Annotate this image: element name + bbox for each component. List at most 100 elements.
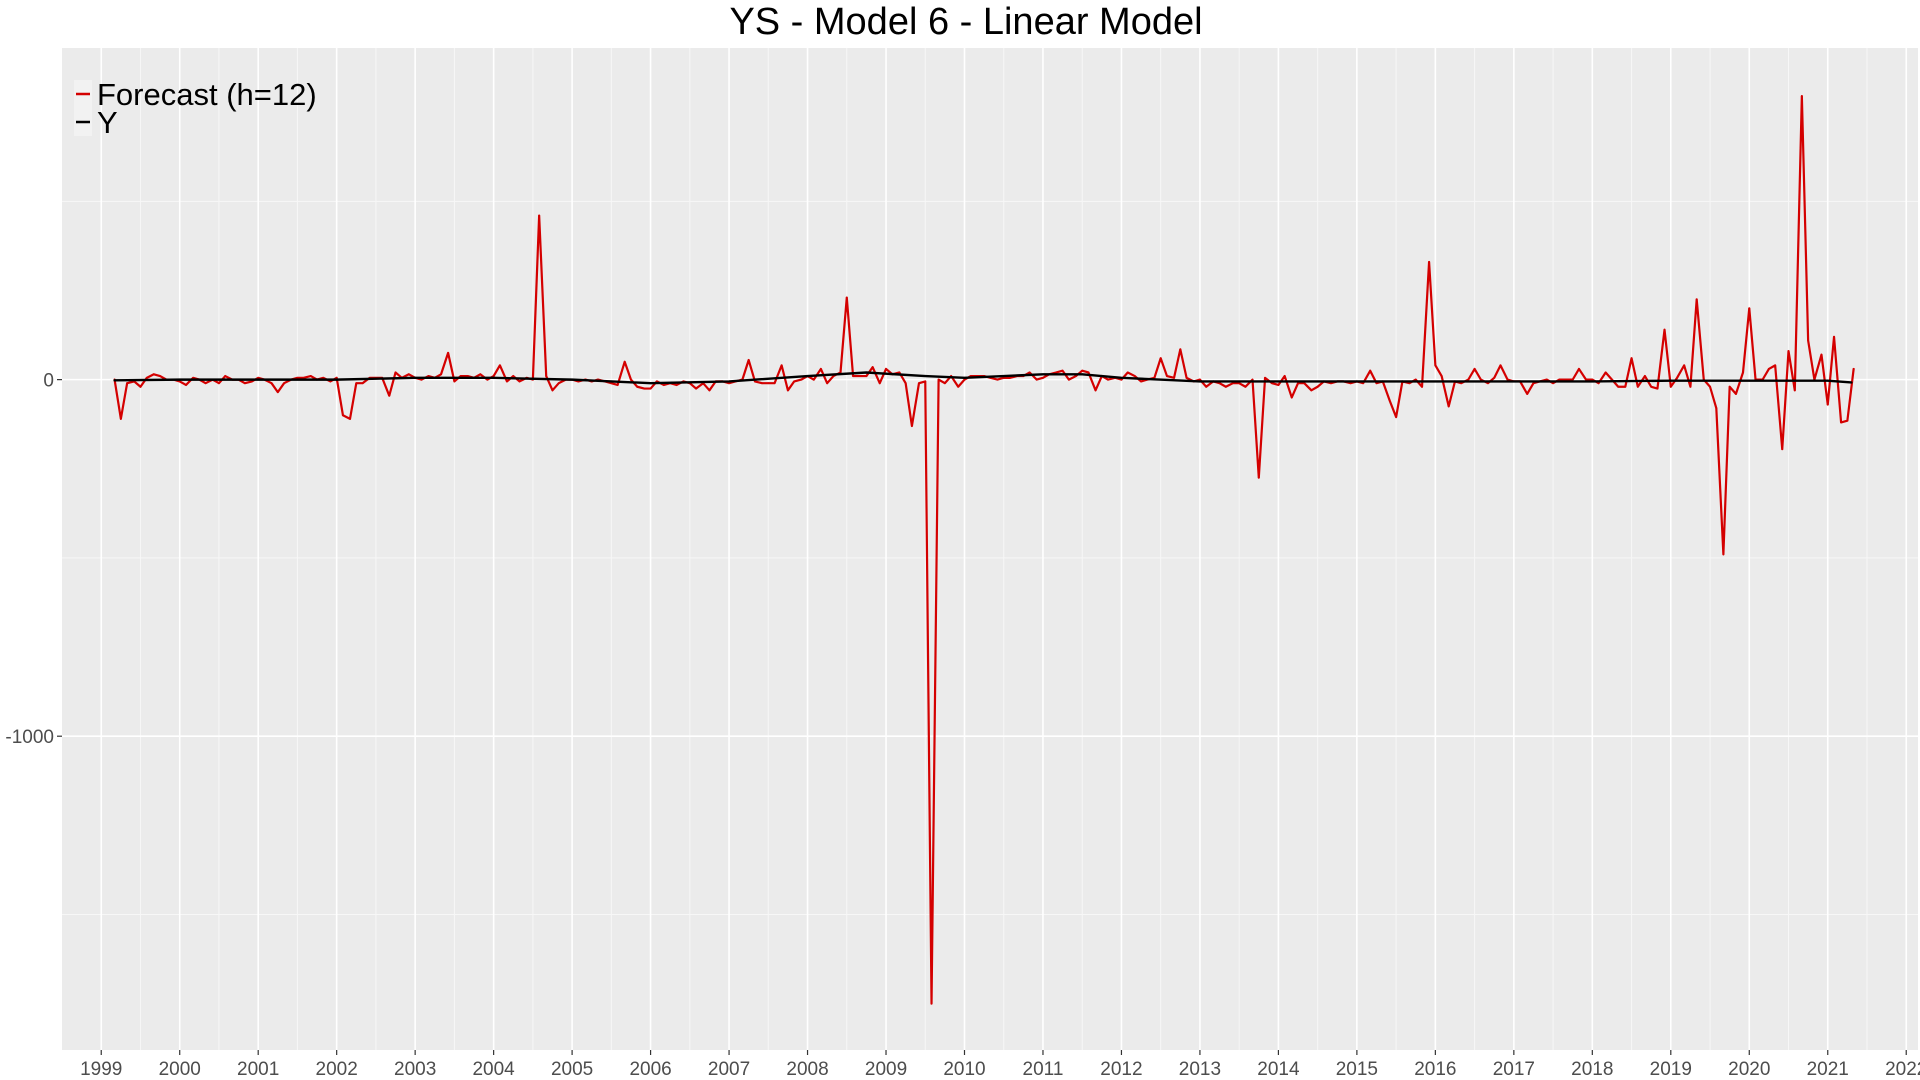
data-point-forecast-h-12 <box>1440 375 1443 377</box>
data-point-forecast-h-12 <box>845 296 848 299</box>
data-point-forecast-h-12 <box>1414 378 1417 381</box>
data-point-forecast-h-12 <box>512 375 515 377</box>
data-point-forecast-h-12 <box>747 359 750 361</box>
data-point-forecast-h-12 <box>996 378 999 381</box>
data-point-forecast-h-12 <box>152 373 155 376</box>
data-point-forecast-h-12 <box>878 382 881 385</box>
data-point-forecast-h-12 <box>551 389 554 392</box>
data-point-forecast-h-12 <box>224 375 227 377</box>
data-point-forecast-h-12 <box>1257 476 1260 479</box>
data-point-forecast-h-12 <box>1709 385 1711 388</box>
data-point-forecast-h-12 <box>407 373 410 376</box>
x-tick-label: 2021 <box>1807 1059 1849 1080</box>
x-tick-label: 2003 <box>394 1059 436 1080</box>
x-tick-label: 2014 <box>1257 1059 1300 1080</box>
data-point-forecast-h-12 <box>361 382 364 385</box>
data-point-forecast-h-12 <box>1479 378 1482 381</box>
data-point-forecast-h-12 <box>335 376 338 379</box>
data-point-forecast-h-12 <box>623 360 626 363</box>
data-point-forecast-h-12 <box>1833 335 1835 338</box>
data-point-forecast-h-12 <box>754 380 756 383</box>
data-point-forecast-h-12 <box>1081 369 1084 372</box>
data-point-forecast-h-12 <box>1120 378 1123 381</box>
data-point-forecast-h-12 <box>924 380 927 383</box>
data-point-forecast-h-12 <box>329 380 332 383</box>
data-point-forecast-h-12 <box>420 378 423 381</box>
data-point-forecast-h-12 <box>1428 261 1430 263</box>
data-point-forecast-h-12 <box>918 382 920 385</box>
data-point-forecast-h-12 <box>1159 357 1162 360</box>
data-point-forecast-h-12 <box>1683 364 1686 367</box>
data-point-forecast-h-12 <box>643 387 646 390</box>
data-point-forecast-h-12 <box>1297 382 1299 385</box>
legend: Forecast (h=12) Y <box>74 77 317 140</box>
data-point-forecast-h-12 <box>1676 376 1678 379</box>
data-point-forecast-h-12 <box>1421 385 1423 388</box>
x-tick-label: 2015 <box>1336 1059 1378 1080</box>
data-point-forecast-h-12 <box>911 425 913 427</box>
data-point-forecast-h-12 <box>296 376 299 379</box>
data-point-y <box>1434 380 1437 383</box>
x-tick-label: 2019 <box>1650 1059 1692 1080</box>
data-point-forecast-h-12 <box>506 380 508 383</box>
data-point-forecast-h-12 <box>1042 376 1044 379</box>
data-point-y <box>649 382 652 385</box>
data-point-forecast-h-12 <box>1722 553 1725 556</box>
x-tick-label: 2009 <box>865 1059 907 1080</box>
data-point-y <box>1748 379 1751 382</box>
data-point-forecast-h-12 <box>1271 382 1274 385</box>
data-point-forecast-h-12 <box>1656 387 1659 390</box>
data-point-forecast-h-12 <box>663 384 665 386</box>
data-point-y <box>335 378 338 381</box>
data-point-forecast-h-12 <box>1362 382 1365 385</box>
data-point-forecast-h-12 <box>1277 384 1280 386</box>
data-point-forecast-h-12 <box>283 382 285 385</box>
data-point-forecast-h-12 <box>1264 376 1266 379</box>
data-point-forecast-h-12 <box>1793 389 1796 392</box>
data-point-forecast-h-12 <box>793 380 796 383</box>
data-point-forecast-h-12 <box>518 380 521 383</box>
data-point-forecast-h-12 <box>1578 368 1580 370</box>
data-point-y <box>806 375 809 377</box>
x-tick-label: 2008 <box>786 1059 828 1080</box>
data-point-forecast-h-12 <box>1558 378 1561 381</box>
data-point-forecast-h-12 <box>1467 378 1470 381</box>
data-point-forecast-h-12 <box>826 382 829 385</box>
data-point-forecast-h-12 <box>1846 419 1849 422</box>
data-point-forecast-h-12 <box>1781 448 1784 451</box>
data-point-forecast-h-12 <box>800 378 803 381</box>
data-point-forecast-h-12 <box>1636 385 1639 388</box>
data-point-forecast-h-12 <box>302 376 305 379</box>
data-point-forecast-h-12 <box>1009 376 1011 379</box>
data-point-forecast-h-12 <box>388 394 391 397</box>
data-point-forecast-h-12 <box>1617 385 1620 388</box>
data-point-forecast-h-12 <box>492 375 495 377</box>
data-point-y <box>492 376 495 379</box>
data-point-forecast-h-12 <box>1728 385 1731 388</box>
data-point-forecast-h-12 <box>1689 385 1692 388</box>
x-tick-label: 2005 <box>551 1059 593 1080</box>
y-tick-label: -1000 <box>5 727 54 748</box>
data-point-y <box>1512 380 1515 383</box>
data-point-forecast-h-12 <box>787 389 789 392</box>
data-point-forecast-h-12 <box>1067 378 1070 381</box>
x-tick-label: 2020 <box>1728 1059 1770 1080</box>
data-point-forecast-h-12 <box>1140 380 1142 383</box>
data-point-forecast-h-12 <box>1094 389 1097 392</box>
data-point-forecast-h-12 <box>1251 378 1254 381</box>
data-point-forecast-h-12 <box>1820 353 1823 356</box>
data-point-forecast-h-12 <box>636 385 639 388</box>
data-point-forecast-h-12 <box>1316 385 1319 388</box>
x-tick-label: 2010 <box>943 1059 985 1080</box>
data-point-forecast-h-12 <box>649 387 652 390</box>
legend-label-y: Y <box>97 105 118 140</box>
data-point-y <box>1277 380 1280 383</box>
data-point-forecast-h-12 <box>1002 376 1005 379</box>
data-point-forecast-h-12 <box>1395 416 1398 418</box>
plot-panel <box>62 48 1918 1050</box>
data-point-forecast-h-12 <box>185 384 187 386</box>
data-point-forecast-h-12 <box>1349 382 1352 385</box>
data-point-forecast-h-12 <box>538 214 541 217</box>
data-point-forecast-h-12 <box>145 376 148 379</box>
